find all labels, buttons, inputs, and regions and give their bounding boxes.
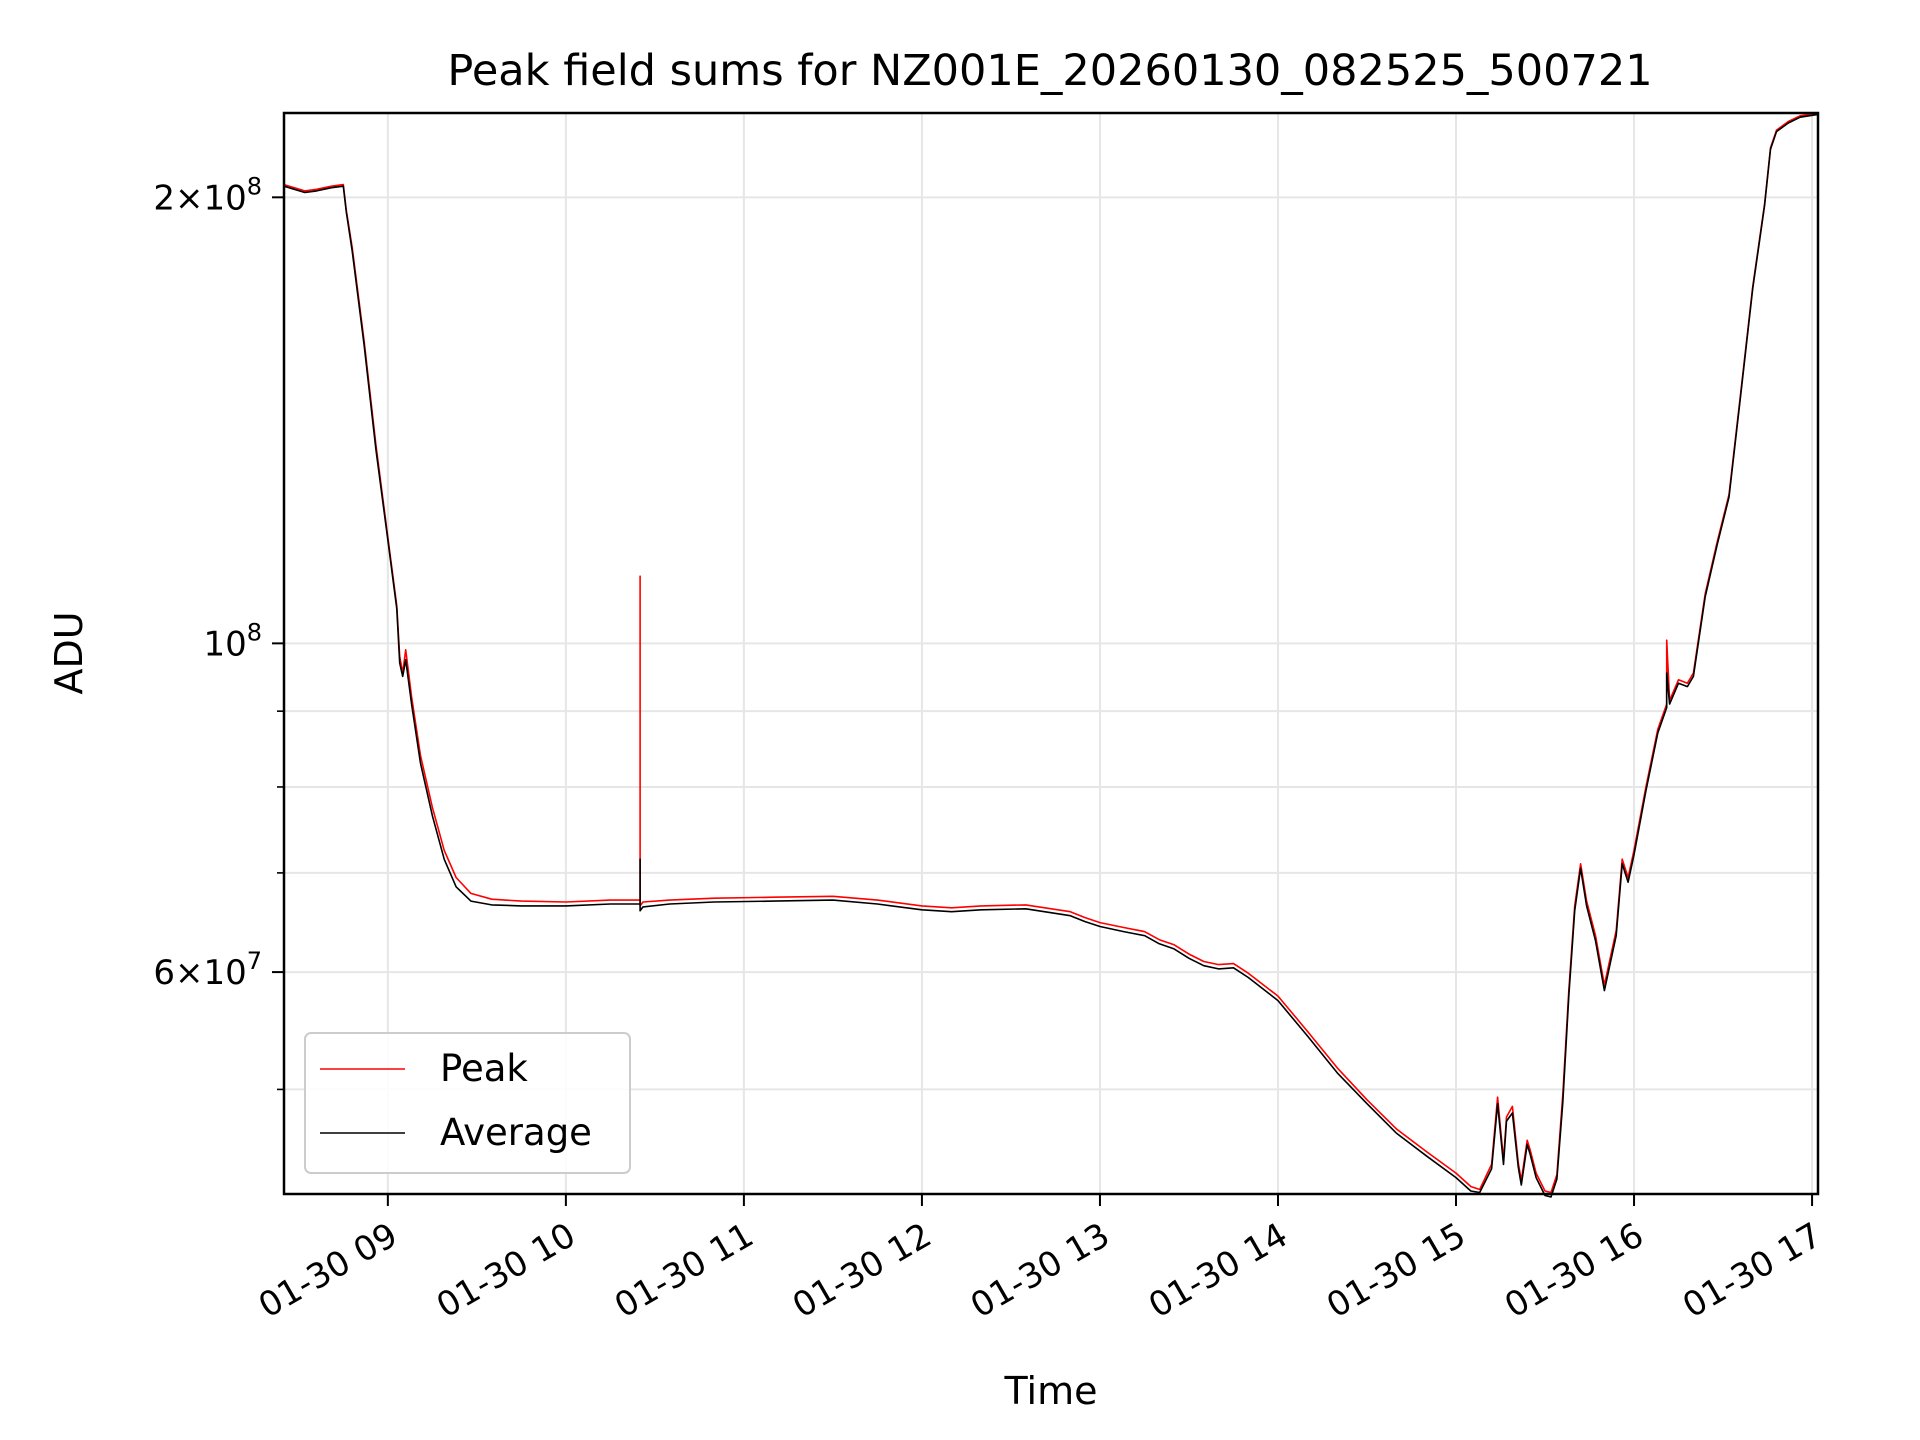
y-axis-label: ADU [47, 611, 91, 694]
x-axis-label: Time [1004, 1369, 1098, 1413]
chart-title: Peak field sums for NZ001E_20260130_0825… [447, 46, 1652, 96]
y-tick-label: 6×107 [153, 947, 262, 993]
series-line-average [283, 113, 1819, 1198]
y-tick-label: 2×108 [153, 172, 262, 218]
legend-label-peak: Peak [440, 1047, 528, 1090]
legend-box [304, 1032, 631, 1174]
legend: Peak Average [304, 1032, 631, 1174]
plot-frame [282, 111, 1820, 1196]
y-tick-label: 108 [203, 618, 262, 664]
legend-label-average: Average [440, 1111, 592, 1154]
series-line-peak [283, 112, 1819, 1194]
